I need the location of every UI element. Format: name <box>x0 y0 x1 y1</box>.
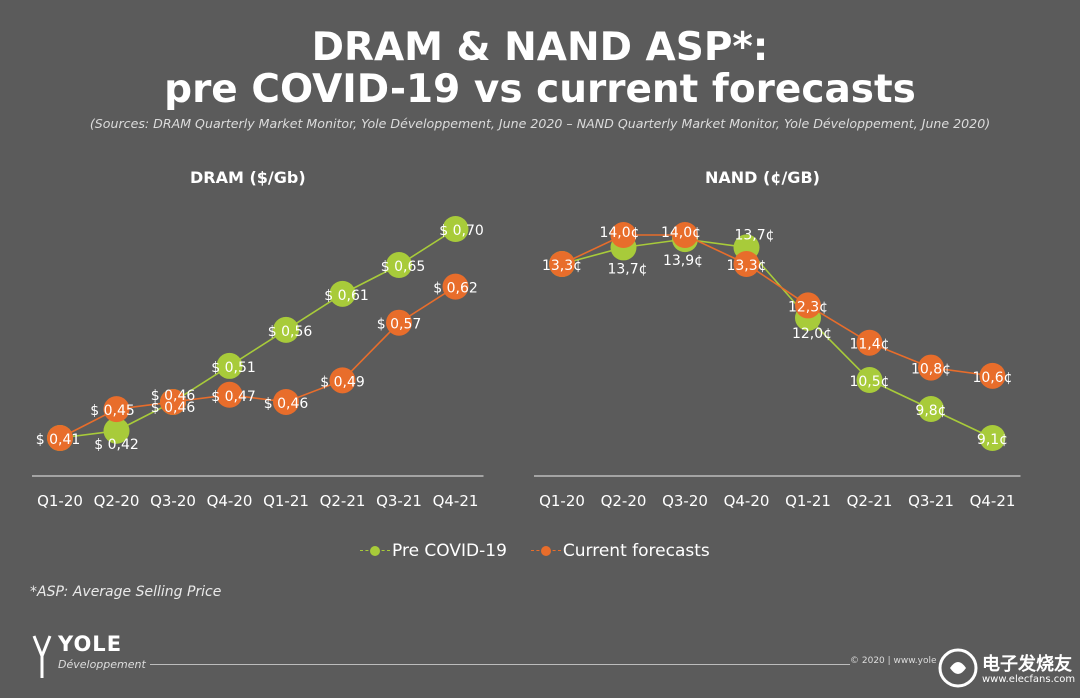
nand-data-label-current: 10,6¢ <box>972 370 1012 386</box>
nand-data-label-current: 14,0¢ <box>599 225 639 241</box>
nand-point-current <box>918 354 944 381</box>
nand-point-current <box>610 222 637 248</box>
dram-point-current <box>47 425 73 451</box>
nand-data-label-pre: 13,7¢ <box>607 261 647 277</box>
page-title-line-1: DRAM & NAND ASP*: <box>311 25 769 70</box>
nand-data-label-pre: 13,9¢ <box>663 253 703 269</box>
nand-data-label-current: 13,3¢ <box>726 258 766 274</box>
nand-data-label-current: 11,4¢ <box>849 337 889 353</box>
sources-note: (Sources: DRAM Quarterly Market Monitor,… <box>89 116 991 131</box>
nand-x-tick-label: Q2-21 <box>847 492 893 510</box>
dram-data-label-pre: $ 0,56 <box>268 324 313 340</box>
dram-x-tick-label: Q1-21 <box>263 492 309 510</box>
nand-data-label-pre: 13,7¢ <box>734 227 774 243</box>
nand-point-pre <box>856 367 883 393</box>
nand-x-tick-label: Q3-20 <box>662 492 708 510</box>
watermark-url: www.elecfans.com <box>982 674 1076 685</box>
nand-point-current <box>795 292 821 319</box>
logo-subtitle: Développement <box>58 658 146 671</box>
dram-data-label-current: $ 0,46 <box>151 388 196 404</box>
dram-data-label-pre: $ 0,61 <box>324 288 369 304</box>
dram-x-tick-label: Q1-20 <box>37 492 83 510</box>
dram-data-label-current: $ 0,49 <box>320 374 365 390</box>
chart-legend: Pre COVID-19 Current forecasts <box>360 540 734 562</box>
nand-point-current <box>856 329 883 356</box>
nand-point-current <box>672 222 698 248</box>
dram-data-label-current: $ 0,57 <box>377 317 422 333</box>
dram-point-current <box>329 367 356 394</box>
dram-data-label-current: $ 0,62 <box>433 281 478 297</box>
nand-data-label-pre: 10,5¢ <box>849 374 889 390</box>
nand-data-label-current: 13,3¢ <box>542 258 582 274</box>
dram-data-label-current: $ 0,46 <box>264 396 309 412</box>
dram-data-label-pre: $ 0,51 <box>211 360 256 376</box>
legend-swatch-pre <box>360 544 390 558</box>
elecfans-watermark: 电子发烧友 www.elecfans.com <box>936 644 1076 694</box>
dram-point-pre <box>103 417 130 444</box>
legend-item-current: Current forecasts <box>530 541 710 561</box>
nand-chart-title: NAND (¢/GB) <box>705 168 820 187</box>
footnote: *ASP: Average Selling Price <box>30 584 222 600</box>
dram-point-current <box>103 396 130 423</box>
dram-data-label-current: $ 0,41 <box>36 432 81 448</box>
dram-x-tick-label: Q2-20 <box>94 492 140 510</box>
dram-data-label-pre: $ 0,42 <box>94 437 139 453</box>
nand-point-pre <box>979 425 1006 451</box>
dram-data-label-pre: $ 0,70 <box>439 223 484 239</box>
dram-x-tick-label: Q4-21 <box>433 492 479 510</box>
dram-point-current <box>160 388 186 415</box>
logo-word: YOLE <box>58 632 123 656</box>
nand-point-current <box>549 251 575 277</box>
dram-point-pre <box>273 316 299 343</box>
dram-data-label-current: $ 0,47 <box>211 389 256 405</box>
nand-x-tick-label: Q1-20 <box>539 492 585 510</box>
nand-data-label-pre: 12,0¢ <box>792 326 832 342</box>
nand-point-current <box>733 251 760 277</box>
dram-chart-title: DRAM ($/Gb) <box>190 168 306 187</box>
dram-point-current <box>216 381 243 408</box>
nand-data-label-pre: 9,1¢ <box>977 432 1008 448</box>
nand-point-pre <box>918 396 944 422</box>
nand-x-tick-label: Q4-20 <box>724 492 770 510</box>
dram-point-pre <box>386 252 412 279</box>
legend-label-pre: Pre COVID-19 <box>392 541 507 561</box>
dram-point-current <box>273 388 299 415</box>
nand-data-label-current: 12,3¢ <box>788 299 828 315</box>
yole-logo: YOLE Développement <box>28 626 158 686</box>
dram-x-tick-label: Q2-21 <box>320 492 366 510</box>
dram-data-label-pre: $ 0,65 <box>381 259 426 275</box>
footer-divider <box>150 664 850 665</box>
nand-x-tick-label: Q2-20 <box>601 492 647 510</box>
dram-data-label-pre: $ 0,46 <box>151 400 196 416</box>
nand-data-label-current: 14,0¢ <box>661 225 701 241</box>
nand-point-current <box>979 362 1006 389</box>
nand-x-tick-label: Q3-21 <box>908 492 954 510</box>
dram-point-pre <box>329 280 356 307</box>
dram-x-tick-label: Q3-21 <box>376 492 422 510</box>
nand-data-label-pre: 9,8¢ <box>915 403 946 419</box>
dram-point-pre <box>216 352 243 379</box>
dram-point-pre <box>442 216 469 242</box>
page-title-line-2: pre COVID-19 vs current forecasts <box>164 67 916 112</box>
nand-x-tick-label: Q4-21 <box>970 492 1016 510</box>
dram-data-label-current: $ 0,45 <box>90 403 135 419</box>
watermark-text: 电子发烧友 <box>982 654 1072 675</box>
yole-logo-icon <box>32 635 52 678</box>
nand-x-tick-label: Q1-21 <box>785 492 831 510</box>
watermark-icon <box>938 648 978 688</box>
dram-point-current <box>442 273 469 300</box>
legend-label-current: Current forecasts <box>562 541 710 561</box>
legend-item-pre: Pre COVID-19 <box>360 541 507 561</box>
copyright-text: © 2020 | www.yole <box>850 656 937 666</box>
nand-data-label-current: 10,8¢ <box>911 362 951 378</box>
dram-x-tick-label: Q4-20 <box>207 492 253 510</box>
dram-x-tick-label: Q3-20 <box>150 492 196 510</box>
dram-point-current <box>386 309 412 336</box>
legend-swatch-current <box>530 544 561 558</box>
